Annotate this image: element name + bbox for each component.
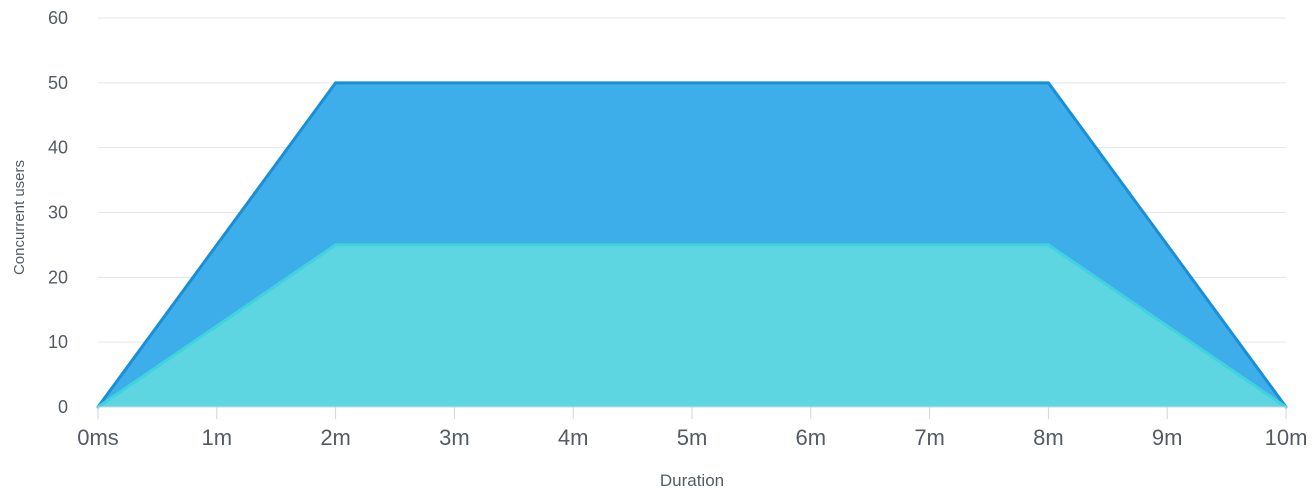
x-tick-label-9: 9m	[1152, 425, 1183, 450]
series-line-1	[97, 243, 1287, 409]
series-line-0	[96, 81, 1288, 408]
x-tick-label-7: 7m	[914, 425, 945, 450]
x-tick-label-4: 4m	[558, 425, 589, 450]
x-tick-label-1: 1m	[202, 425, 233, 450]
x-tick-label-5: 5m	[677, 425, 708, 450]
y-tick-label-4: 40	[48, 138, 68, 158]
y-tick-label-5: 50	[48, 73, 68, 93]
x-tick-label-0: 0ms	[77, 425, 119, 450]
y-tick-label-6: 60	[48, 8, 68, 28]
x-tick-label-8: 8m	[1033, 425, 1064, 450]
x-axis	[97, 406, 1287, 419]
x-tick-label-10: 10m	[1265, 425, 1308, 450]
x-tick-label-6: 6m	[796, 425, 827, 450]
x-axis-title: Duration	[660, 471, 724, 490]
series-point-0-1	[334, 81, 338, 85]
y-axis-title: Concurrent users	[11, 160, 28, 275]
series-point-0-2	[1046, 81, 1050, 85]
x-axis-tick-labels: 0ms 1m 2m 3m 4m 5m 6m 7m 8m 9m 10m	[77, 425, 1307, 450]
series-area-1	[98, 244, 1286, 407]
y-tick-label-1: 10	[48, 332, 68, 352]
y-axis-tick-labels: 0 10 20 30 40 50 60	[48, 8, 68, 417]
y-tick-label-2: 20	[48, 267, 68, 287]
x-tick-label-2: 2m	[320, 425, 351, 450]
y-tick-label-3: 30	[48, 203, 68, 223]
series-point-1-1	[334, 243, 338, 247]
series-point-1-2	[1046, 243, 1050, 247]
series-areas	[96, 81, 1288, 409]
x-tick-label-3: 3m	[439, 425, 470, 450]
y-tick-label-0: 0	[58, 397, 68, 417]
